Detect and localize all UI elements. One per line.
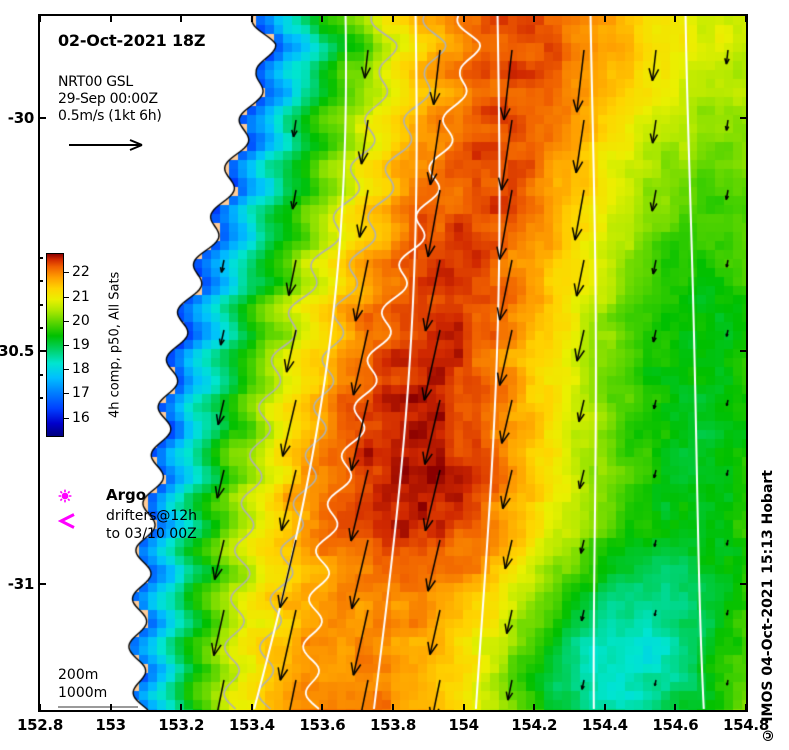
- colorbar-tick: [64, 272, 69, 274]
- colorbar-caption: 4h comp, p50, All Sats: [107, 271, 123, 419]
- colorbar-tick-label: 19: [72, 337, 90, 353]
- y-axis-tick: [40, 350, 46, 353]
- map-title: 02-Oct-2021 18Z: [58, 31, 206, 50]
- x-axis-tick: [462, 16, 465, 22]
- colorbar: 4h comp, p50, All Sats 22 21 20 19 18 17 16: [46, 249, 156, 449]
- vector-key-line3: 0.5m/s (1kt 6h): [58, 108, 162, 124]
- x-axis-tick: [180, 16, 183, 22]
- x-axis-tick: [674, 704, 677, 710]
- colorbar-gradient: [46, 253, 64, 437]
- x-axis-tick-label: 154.8: [723, 716, 769, 734]
- x-axis-tick-label: 153.2: [158, 716, 205, 734]
- y-axis-tick-label: -30: [7, 109, 35, 128]
- isobath-1000m-label: 1000m: [58, 685, 108, 701]
- drifter-track-icon: [58, 513, 75, 529]
- argo-float-icon: [58, 489, 72, 503]
- x-axis-tick-label: 153: [95, 716, 126, 734]
- x-axis-tick: [321, 704, 324, 710]
- colorbar-ticks: [64, 253, 69, 437]
- colorbar-tick: [64, 296, 69, 298]
- drifter-legend-line2: to 03/10 00Z: [106, 526, 197, 542]
- colorbar-tick-label: 16: [72, 409, 90, 426]
- x-axis-tick: [180, 704, 183, 710]
- colorbar-tick: [64, 369, 69, 371]
- x-axis-tick: [603, 704, 606, 710]
- isobath-200m-label: 200m: [58, 667, 99, 683]
- y-axis-minor-tick: [40, 327, 43, 330]
- x-axis-tick: [321, 16, 324, 22]
- y-axis-minor-tick: [40, 257, 43, 260]
- colorbar-tick: [64, 417, 69, 419]
- x-axis-tick-label: 153.8: [370, 716, 416, 734]
- x-axis-tick-label: 154: [448, 716, 479, 734]
- y-axis-tick: [40, 583, 46, 586]
- x-axis-tick: [392, 704, 394, 710]
- x-axis-tick: [250, 16, 253, 22]
- vector-key-line1: NRT00 GSL: [58, 74, 133, 90]
- y-axis-minor-tick: [40, 396, 43, 399]
- y-axis-minor-tick: [40, 303, 43, 306]
- x-axis-tick-label: 154.2: [511, 716, 558, 734]
- x-axis-tick: [40, 704, 41, 710]
- reference-vector-arrow: [69, 139, 143, 151]
- colorbar-tick-label: 21: [72, 288, 90, 305]
- imos-credit: © IMOS 04-Oct-2021 15:13 Hobart: [760, 470, 776, 743]
- y-axis-minor-tick: [40, 373, 43, 376]
- y-axis-tick-label: -30.5: [0, 342, 34, 361]
- y-axis-tick: [740, 583, 746, 586]
- x-axis-tick: [745, 704, 746, 710]
- drifter-legend-line1: drifters@12h: [106, 508, 198, 524]
- x-axis-tick: [109, 704, 112, 710]
- x-axis-tick-label: 152.8: [17, 716, 63, 734]
- y-axis-tick-label: -31: [7, 575, 35, 594]
- x-axis-tick-label: 154.4: [581, 716, 628, 734]
- x-axis-tick: [462, 704, 465, 710]
- x-axis-tick: [533, 16, 536, 22]
- x-axis-tick: [392, 16, 394, 22]
- x-axis-tick-label: 153.6: [299, 716, 346, 734]
- isobath-legend-rule: [58, 706, 138, 708]
- argo-legend-label: Argo: [106, 486, 147, 504]
- x-axis-tick: [745, 16, 746, 22]
- x-axis-tick-label: 153.4: [228, 716, 275, 734]
- colorbar-tick: [64, 393, 69, 395]
- map-plot-area: 02-Oct-2021 18Z NRT00 GSL 29-Sep 00:00Z …: [38, 14, 748, 712]
- colorbar-tick-label: 20: [72, 312, 90, 329]
- x-axis-tick: [603, 16, 606, 22]
- y-axis-tick: [740, 350, 746, 353]
- colorbar-tick: [64, 345, 69, 346]
- y-axis-minor-tick: [40, 280, 43, 283]
- drifter-legend-label: drifters@12h to 03/10 00Z: [106, 507, 197, 543]
- x-axis-tick: [250, 704, 253, 710]
- vector-key-line2: 29-Sep 00:00Z: [58, 91, 158, 107]
- y-axis-tick: [740, 117, 746, 120]
- x-axis-tick: [40, 16, 41, 22]
- colorbar-tick-label: 17: [72, 385, 90, 402]
- vector-scale-key: NRT00 GSL 29-Sep 00:00Z 0.5m/s (1kt 6h): [58, 74, 162, 125]
- x-axis-tick: [109, 16, 112, 22]
- bathymetry-legend: 200m 1000m: [58, 666, 138, 708]
- x-axis-tick: [533, 704, 536, 710]
- colorbar-tick: [64, 320, 69, 322]
- y-axis-tick: [40, 117, 46, 120]
- x-axis-tick: [674, 16, 677, 22]
- map-overlay-layer: [40, 16, 746, 710]
- colorbar-tick-label: 18: [72, 361, 90, 378]
- x-axis-tick-label: 154.6: [652, 716, 699, 734]
- colorbar-tick-label: 22: [72, 264, 90, 281]
